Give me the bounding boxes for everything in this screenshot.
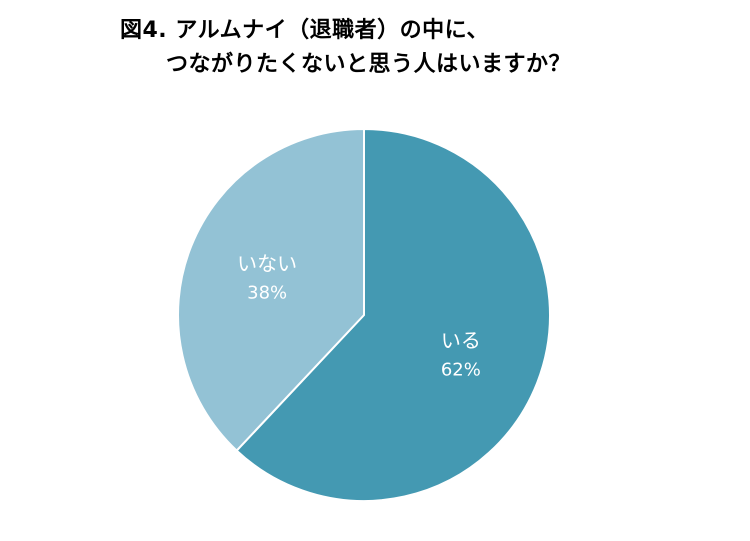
chart-title: 図4. アルムナイ（退職者）の中に、 つながりたくないと思う人はいますか？ [0,14,750,82]
pie-slice-2 [177,128,365,452]
pie-slice-value-label-2: 38% [247,283,287,304]
chart-title-line-1: 図4. アルムナイ（退職者）の中に、 [120,18,490,43]
pie-slice-value-label-1: 62% [441,359,481,380]
pie-slice-1 [235,128,551,502]
pie-slice-label-2: いない [237,252,297,276]
pie-slice-label-1: いる [441,328,481,352]
pie-slices [177,128,551,502]
chart-title-line-2: つながりたくないと思う人はいますか？ [166,52,572,77]
pie-labels: いる 62% いない 38% [237,252,481,381]
